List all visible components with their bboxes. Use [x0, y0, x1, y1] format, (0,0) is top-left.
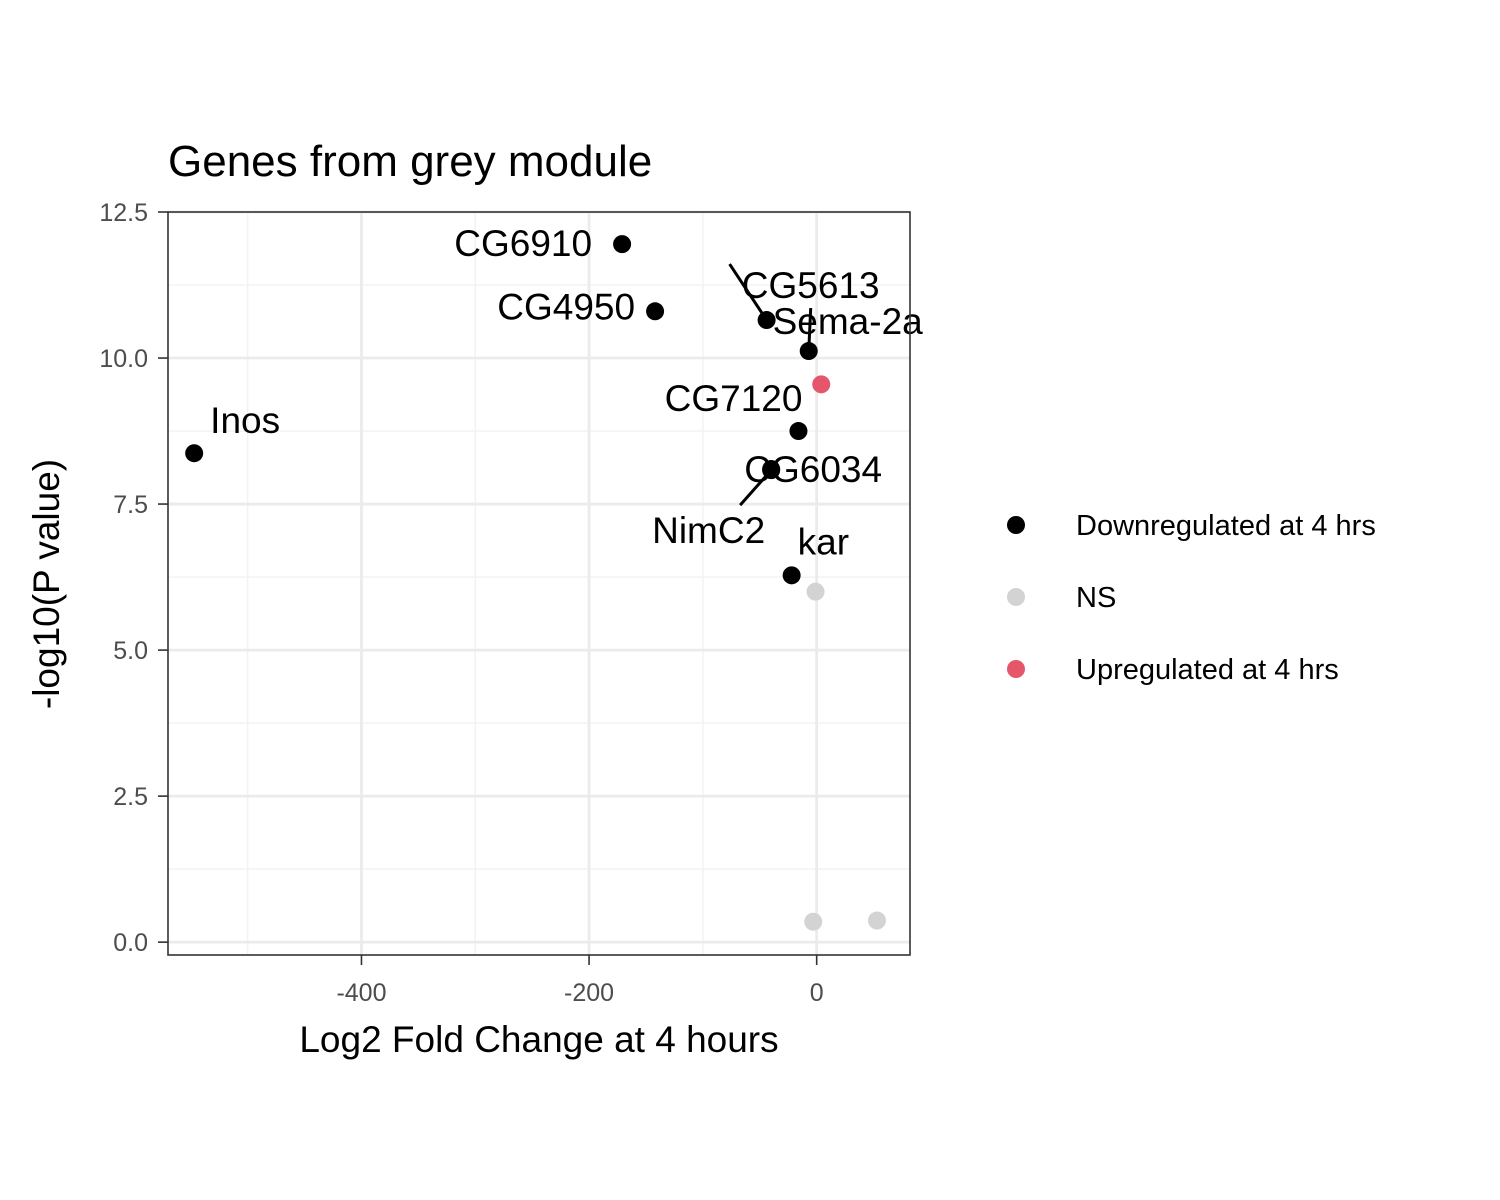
point-label: Sema-2a	[773, 301, 924, 342]
y-tick-label: 7.5	[113, 491, 148, 519]
legend: Downregulated at 4 hrs NS Upregulated at 4…	[1007, 510, 1376, 686]
x-tick-label: 0	[810, 979, 824, 1007]
point-label: Inos	[210, 400, 280, 441]
y-tick-label: 0.0	[113, 929, 148, 957]
data-point	[867, 911, 886, 930]
legend-key	[1007, 588, 1025, 606]
data-points	[185, 235, 886, 931]
y-tick-label: 12.5	[99, 199, 148, 227]
legend-key	[1007, 660, 1025, 678]
x-tick-label: -200	[564, 979, 614, 1007]
legend-label: NS	[1076, 582, 1116, 614]
point-label: kar	[798, 521, 849, 562]
point-label: CG6034	[744, 449, 882, 490]
data-point	[646, 302, 665, 321]
point-label: NimC2	[652, 510, 765, 551]
y-tick-label: 2.5	[113, 783, 148, 811]
y-tick-label: 10.0	[99, 345, 148, 373]
legend-label: Downregulated at 4 hrs	[1076, 510, 1376, 542]
point-label: CG6910	[454, 223, 592, 264]
data-point	[757, 311, 776, 330]
y-tick-label: 5.0	[113, 637, 148, 665]
point-label: CG7120	[665, 378, 803, 419]
point-labels: Inos CG6910 Sema-2a CG4950 CG5613 CG7120 CG603…	[210, 223, 923, 562]
plot-panel-border	[167, 211, 911, 956]
legend-label: Upregulated at 4 hrs	[1076, 654, 1339, 686]
data-point	[782, 566, 801, 585]
data-point	[789, 422, 808, 441]
data-point	[804, 912, 823, 931]
data-point	[812, 375, 831, 394]
leader-line	[728, 263, 768, 321]
chart-title: Genes from grey module	[168, 137, 652, 186]
data-point	[806, 582, 825, 601]
point-label: CG5613	[742, 265, 880, 306]
point-label: CG4950	[497, 286, 635, 327]
y-axis-title: -log10(P value)	[26, 459, 67, 709]
x-axis-title: Log2 Fold Change at 4 hours	[299, 1019, 778, 1060]
axes: -400 -200 0 0.0 2.5 5.0 7.5 10.0 12.5	[99, 199, 823, 1007]
x-tick-label: -400	[336, 979, 386, 1007]
data-point	[762, 461, 781, 480]
data-point	[613, 235, 632, 254]
data-point	[799, 342, 818, 361]
data-point	[185, 444, 204, 463]
legend-key	[1007, 516, 1025, 534]
